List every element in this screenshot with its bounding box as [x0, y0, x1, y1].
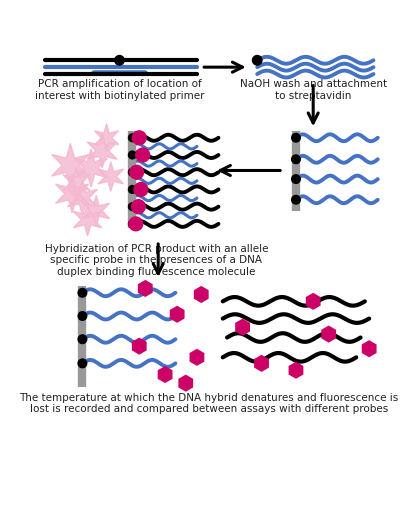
Circle shape — [78, 312, 87, 321]
Circle shape — [130, 166, 143, 180]
Circle shape — [292, 134, 300, 143]
Polygon shape — [94, 125, 118, 152]
Text: PCR amplification of location of
interest with biotinylated primer: PCR amplification of location of interes… — [35, 79, 204, 101]
Text: Hybridization of PCR product with an allele
specific probe in the presences of a: Hybridization of PCR product with an all… — [45, 243, 268, 276]
Polygon shape — [362, 342, 376, 357]
Polygon shape — [306, 294, 320, 309]
Circle shape — [128, 134, 136, 143]
Circle shape — [133, 132, 146, 146]
Polygon shape — [179, 376, 192, 391]
Circle shape — [78, 289, 87, 297]
Polygon shape — [98, 162, 123, 192]
Circle shape — [128, 152, 136, 159]
Text: NaOH wash and attachment
to streptavidin: NaOH wash and attachment to streptavidin — [240, 79, 387, 101]
Polygon shape — [322, 327, 335, 342]
Circle shape — [134, 183, 148, 197]
Polygon shape — [68, 181, 97, 216]
Polygon shape — [56, 176, 89, 213]
Circle shape — [128, 169, 136, 177]
Polygon shape — [74, 204, 102, 237]
Polygon shape — [133, 338, 146, 354]
Circle shape — [252, 56, 262, 66]
Polygon shape — [190, 350, 204, 365]
Polygon shape — [158, 367, 172, 383]
Polygon shape — [139, 281, 152, 297]
Circle shape — [129, 217, 143, 231]
Polygon shape — [87, 134, 117, 168]
Circle shape — [292, 176, 300, 184]
Polygon shape — [171, 307, 184, 322]
Circle shape — [128, 204, 136, 211]
Polygon shape — [52, 145, 89, 187]
Circle shape — [132, 201, 145, 214]
Text: The temperature at which the DNA hybrid denatures and fluorescence is
lost is re: The temperature at which the DNA hybrid … — [19, 392, 399, 413]
Polygon shape — [289, 363, 303, 378]
Circle shape — [292, 196, 300, 205]
Circle shape — [78, 359, 87, 368]
Polygon shape — [194, 287, 208, 303]
Circle shape — [292, 156, 300, 164]
Circle shape — [128, 186, 136, 194]
Polygon shape — [236, 320, 249, 335]
Circle shape — [136, 149, 150, 162]
Circle shape — [78, 335, 87, 344]
Polygon shape — [63, 167, 90, 199]
Circle shape — [115, 56, 124, 66]
Polygon shape — [75, 150, 107, 187]
Polygon shape — [255, 356, 268, 372]
Polygon shape — [83, 196, 110, 227]
Circle shape — [128, 220, 136, 229]
